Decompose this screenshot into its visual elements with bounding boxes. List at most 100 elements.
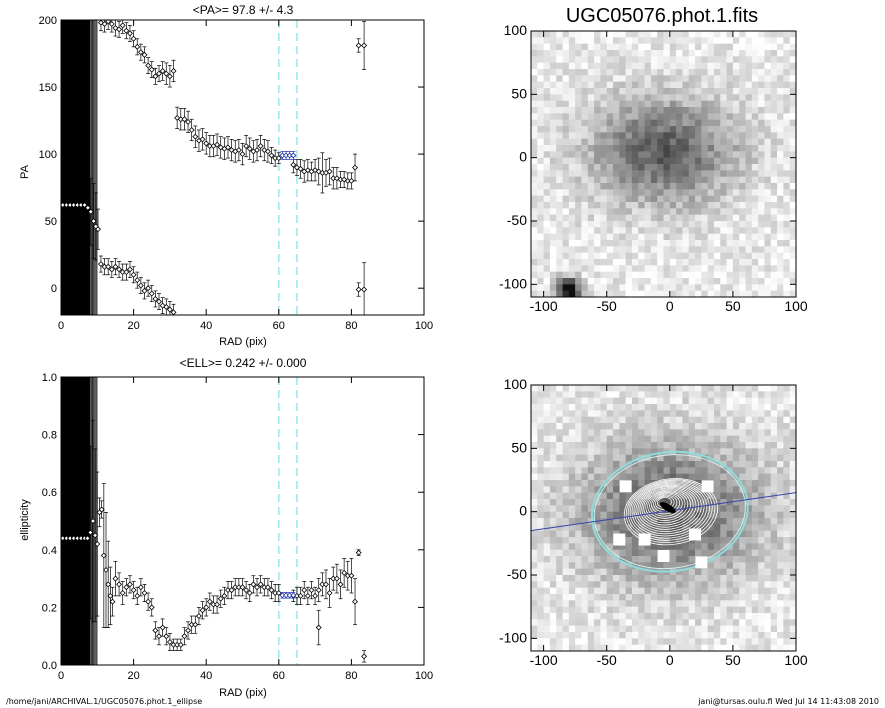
diamond-marker: [268, 152, 275, 159]
image-frame: [530, 30, 797, 298]
pixel: [770, 600, 778, 607]
pixel: [556, 442, 563, 449]
diamond-marker: [228, 587, 235, 594]
pixel: [613, 600, 620, 607]
pixel: [682, 62, 690, 70]
pixel: [543, 151, 551, 158]
pixel: [745, 119, 753, 127]
pixel: [745, 157, 753, 165]
pixel: [770, 69, 778, 76]
pixel: [745, 587, 753, 595]
pixel: [701, 505, 708, 512]
data-point: [130, 266, 137, 284]
pixel: [568, 31, 576, 38]
pixel: [537, 549, 544, 557]
pixel: [600, 157, 608, 165]
pixel: [531, 625, 538, 633]
pixel: [770, 429, 778, 436]
pixel: [707, 176, 715, 184]
pixel: [644, 43, 652, 51]
pixel: [726, 423, 734, 430]
pixel: [619, 126, 626, 133]
pixel: [619, 88, 626, 95]
pixel: [537, 480, 544, 487]
pixel: [600, 397, 608, 405]
pixel: [783, 404, 790, 411]
pixel: [770, 391, 778, 398]
pixel: [751, 208, 759, 215]
pixel: [606, 126, 614, 133]
pixel: [631, 385, 639, 392]
pixel: [531, 518, 538, 525]
pixel: [695, 271, 702, 279]
pixel: [531, 600, 538, 607]
data-point: [195, 129, 202, 152]
pixel: [695, 259, 702, 266]
pixel: [531, 227, 538, 234]
pixel: [777, 246, 784, 253]
pixel: [682, 391, 690, 398]
pixel: [695, 138, 702, 146]
pixel: [745, 568, 753, 576]
pixel: [751, 632, 759, 639]
data-point: [225, 136, 231, 159]
pixel: [657, 94, 664, 101]
pixel: [549, 56, 557, 63]
pixel: [556, 37, 563, 44]
pixel: [537, 214, 544, 222]
pixel: [688, 448, 696, 455]
pixel: [676, 157, 683, 165]
data-point: [217, 136, 224, 159]
pixel: [770, 594, 778, 601]
pixel: [695, 397, 702, 405]
pixel: [695, 435, 702, 443]
pixel: [644, 442, 652, 449]
pixel: [713, 138, 721, 146]
pixel: [713, 568, 721, 576]
pixel: [789, 227, 797, 234]
data-point: [163, 627, 170, 646]
pixel: [720, 524, 727, 531]
pixel: [613, 613, 620, 620]
pixel: [587, 473, 595, 481]
pixel: [613, 480, 620, 487]
pixel: [751, 505, 759, 512]
pixel: [549, 94, 557, 101]
pixel: [720, 164, 727, 171]
pixel: [669, 81, 677, 89]
pixel: [562, 56, 570, 63]
pixel: [568, 518, 576, 525]
pixel: [549, 189, 557, 196]
pixel: [531, 88, 538, 95]
pixel: [739, 252, 746, 260]
pixel: [751, 397, 759, 405]
pixel: [777, 151, 784, 158]
pixel: [682, 429, 690, 436]
pixel: [701, 587, 708, 595]
pixel: [650, 62, 658, 70]
isophote-ellipse: [629, 481, 710, 539]
pixel: [777, 416, 784, 424]
pixel: [707, 202, 715, 209]
pixel: [650, 581, 658, 588]
pixel: [758, 543, 765, 550]
pixel: [713, 556, 721, 563]
pixel: [720, 81, 727, 89]
pixel: [751, 100, 759, 108]
pixel: [594, 505, 601, 512]
data-point: [203, 132, 210, 155]
pixel: [556, 606, 563, 614]
pixel: [549, 157, 557, 165]
pixel: [543, 530, 551, 538]
pixel: [606, 176, 614, 184]
pixel: [537, 170, 544, 177]
pixel: [676, 410, 683, 417]
pixel: [581, 290, 589, 298]
pixel: [669, 410, 677, 417]
pixel: [701, 619, 708, 626]
pixel: [638, 562, 645, 569]
pixel: [600, 69, 608, 76]
pixel: [613, 499, 620, 506]
pixel: [726, 107, 734, 114]
pixel: [783, 126, 790, 133]
